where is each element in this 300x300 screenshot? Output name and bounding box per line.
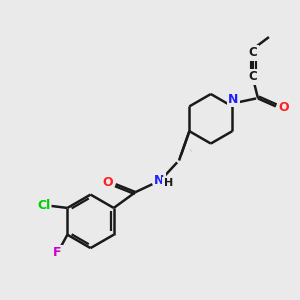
Text: Cl: Cl <box>37 200 50 212</box>
Text: F: F <box>53 246 62 259</box>
Text: H: H <box>164 178 173 188</box>
Text: N: N <box>228 93 238 106</box>
Text: O: O <box>103 176 113 189</box>
Text: N: N <box>154 174 164 187</box>
Text: C: C <box>249 70 257 83</box>
Text: O: O <box>278 101 289 114</box>
Text: C: C <box>249 46 257 59</box>
